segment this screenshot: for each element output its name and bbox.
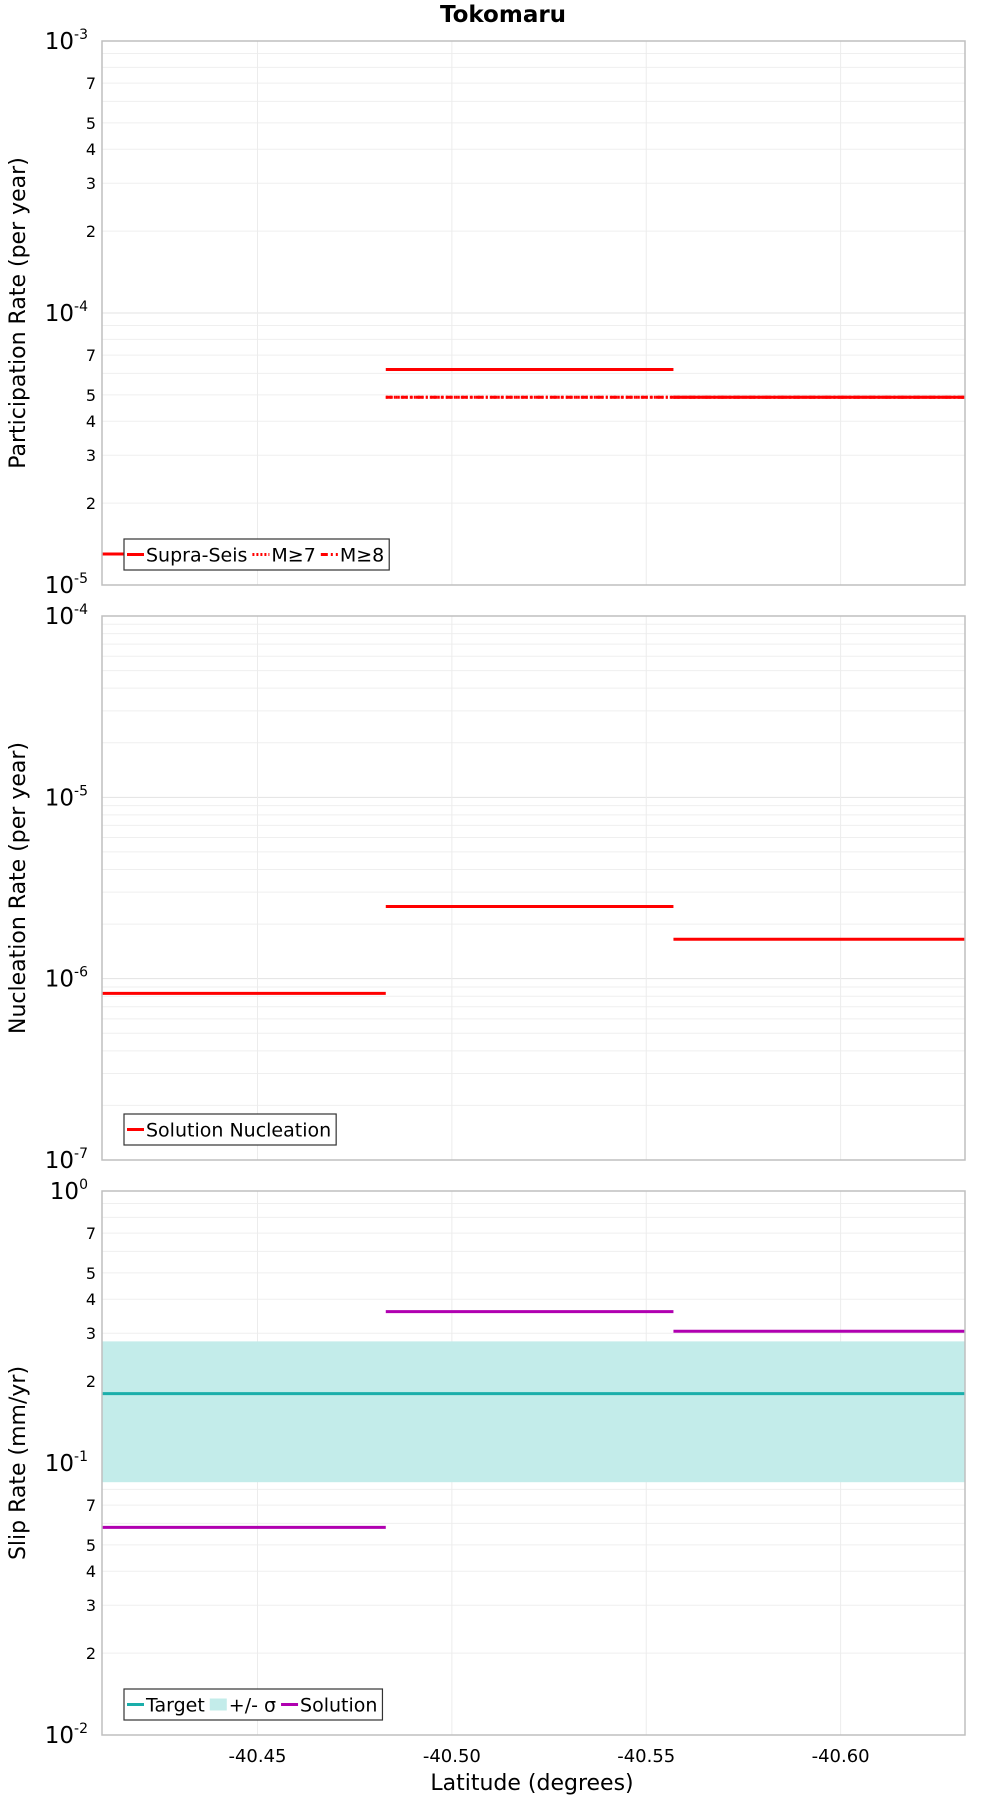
legend-label: Solution: [300, 1695, 377, 1717]
sigma-band: [102, 1341, 965, 1483]
y-minor-tick-label: 4: [86, 1290, 96, 1309]
y-minor-tick-label: 5: [86, 114, 96, 133]
x-tick-label: -40.55: [617, 1746, 675, 1767]
y-tick-label: 10-4: [45, 299, 88, 327]
y-minor-tick-label: 5: [86, 1536, 96, 1555]
plot-frame: [101, 1190, 966, 1736]
legend-label: M≥8: [340, 545, 384, 567]
y-minor-tick-label: 2: [86, 1372, 96, 1391]
y-tick-label: 10-1: [45, 1449, 88, 1477]
y-minor-tick-label: 4: [86, 1562, 96, 1581]
y-tick-label: 10-6: [45, 965, 88, 993]
legend: Supra-Seis M≥7 M≥8: [123, 538, 390, 571]
y-minor-tick-label: 2: [86, 222, 96, 241]
legend-label: Solution Nucleation: [146, 1120, 331, 1142]
x-tick-label: -40.60: [812, 1746, 870, 1767]
y-tick-label: 10-2: [45, 1721, 88, 1749]
plot-area: [102, 616, 965, 1160]
chart-title: Tokomaru: [440, 2, 566, 28]
y-minor-tick-label: 7: [86, 1224, 96, 1243]
plot-frame: [101, 40, 966, 586]
legend-swatch: [209, 1698, 227, 1711]
y-tick-label: 10-5: [45, 571, 88, 599]
y-minor-tick-label: 3: [86, 174, 96, 193]
y-minor-tick-label: 7: [86, 346, 96, 365]
y-minor-tick-label: 7: [86, 1496, 96, 1515]
y-minor-tick-label: 5: [86, 1264, 96, 1283]
panel-participation: 10-5 2 3 4 5 7 10-4 2 3 4 5 7 10-3 Participation Rate…: [6, 27, 966, 599]
y-tick-label: 10-4: [45, 602, 88, 630]
y-minor-tick-label: 4: [86, 412, 96, 431]
y-minor-tick-label: 7: [86, 74, 96, 93]
y-minor-tick-label: 4: [86, 140, 96, 159]
y-axis-label: Nucleation Rate (per year): [6, 742, 31, 1034]
y-minor-tick-label: 3: [86, 1324, 96, 1343]
y-minor-tick-label: 2: [86, 494, 96, 513]
panel-slip: 10-2 2 3 4 5 7 10-1 2 3 4 5 7 100 Slip Rate (mm/yr) -4…: [6, 1177, 966, 1767]
legend-label: Target: [145, 1695, 205, 1717]
y-tick-label: 100: [50, 1177, 88, 1205]
y-minor-tick-label: 3: [86, 446, 96, 465]
y-tick-label: 10-5: [45, 783, 88, 811]
y-minor-tick-label: 2: [86, 1644, 96, 1663]
y-minor-tick-label: 3: [86, 1596, 96, 1615]
x-axis-label: Latitude (degrees): [430, 1771, 633, 1796]
y-tick-label: 10-7: [45, 1146, 88, 1174]
y-minor-tick-label: 5: [86, 386, 96, 405]
x-tick-label: -40.50: [423, 1746, 481, 1767]
legend-label: M≥7: [271, 545, 315, 567]
y-tick-label: 10-3: [45, 27, 88, 55]
x-tick-label: -40.45: [228, 1746, 286, 1767]
legend-box: [123, 1688, 384, 1721]
plot-frame: [101, 615, 966, 1161]
legend-label: +/- σ: [229, 1695, 276, 1717]
y-axis-label: Participation Rate (per year): [6, 157, 31, 469]
legend: Target +/- σ Solution: [123, 1688, 384, 1721]
legend: Solution Nucleation: [123, 1113, 337, 1146]
panel-nucleation: 10-7 10-6 10-5 10-4 Nucleation Rate (per yea…: [6, 602, 966, 1174]
y-axis-label: Slip Rate (mm/yr): [6, 1366, 31, 1560]
legend-box: [123, 1113, 337, 1146]
legend-label: Supra-Seis: [146, 545, 247, 567]
